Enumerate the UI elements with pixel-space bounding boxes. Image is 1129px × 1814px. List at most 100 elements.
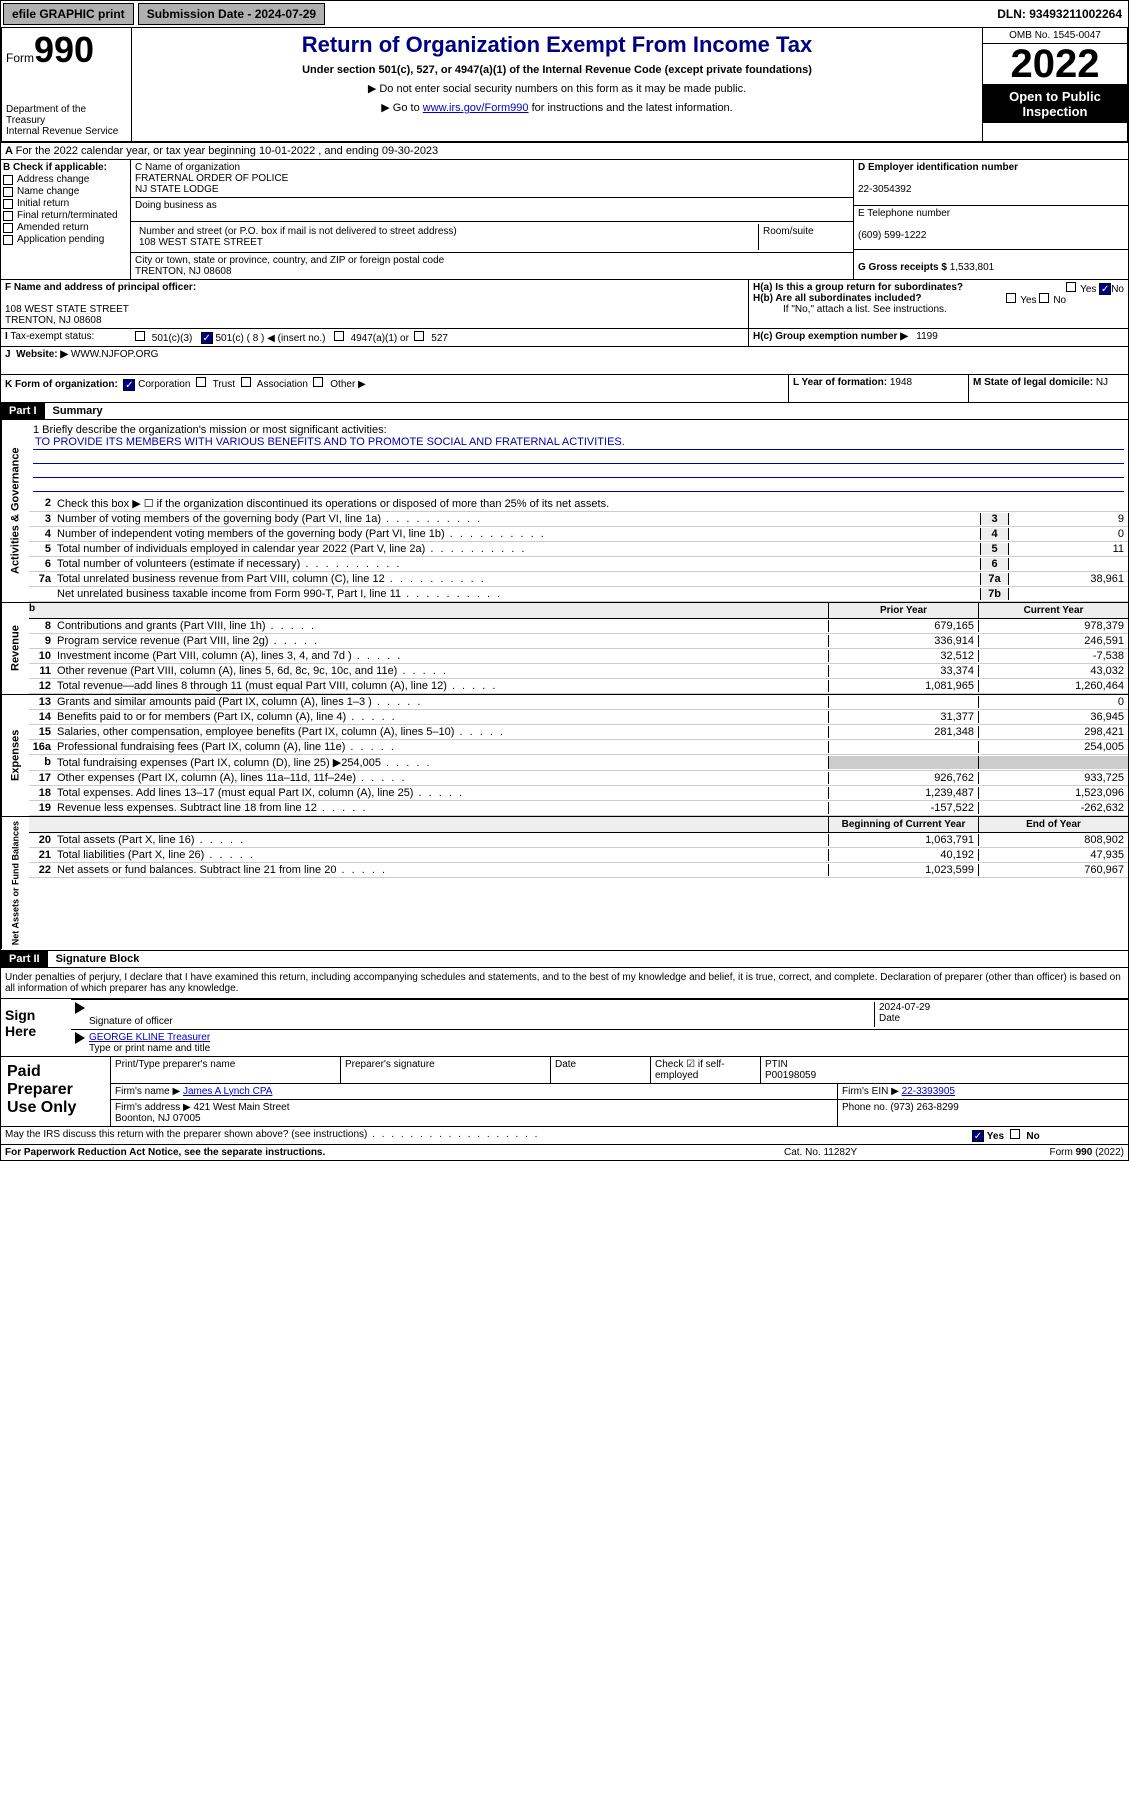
curr-val: 246,591	[978, 635, 1128, 647]
line-text: Salaries, other compensation, employee b…	[57, 726, 828, 738]
hb-label: H(b) Are all subordinates included?	[753, 293, 922, 304]
mission-text: TO PROVIDE ITS MEMBERS WITH VARIOUS BENE…	[33, 436, 1124, 450]
gov-line-text: Net unrelated business taxable income fr…	[57, 588, 980, 600]
blank-header: b	[29, 603, 828, 618]
dln: DLN: 93493211002264	[997, 7, 1128, 21]
chk-assoc[interactable]	[241, 377, 251, 387]
chk-amended[interactable]	[3, 223, 13, 233]
line-text: Net assets or fund balances. Subtract li…	[57, 864, 828, 876]
prior-val	[828, 756, 978, 769]
curr-val: 933,725	[978, 772, 1128, 784]
hb-note: If "No," attach a list. See instructions…	[753, 304, 1124, 315]
firm-phone-label: Phone no.	[842, 1102, 888, 1113]
prior-val: 1,063,791	[828, 834, 978, 846]
telephone: (609) 599-1222	[858, 230, 926, 241]
gov-line-val	[1008, 588, 1128, 600]
chk-trust[interactable]	[196, 377, 206, 387]
chk-may-yes[interactable]	[972, 1130, 984, 1142]
prior-val: 1,081,965	[828, 680, 978, 692]
chk-other[interactable]	[313, 377, 323, 387]
line-text: Total fundraising expenses (Part IX, col…	[57, 756, 828, 769]
prior-val: 33,374	[828, 665, 978, 677]
chk-final-return[interactable]	[3, 211, 13, 221]
gov-line-text: Total number of volunteers (estimate if …	[57, 558, 980, 570]
gov-line-num: 5	[980, 543, 1008, 555]
curr-val: -262,632	[978, 802, 1128, 814]
city-state-zip: TRENTON, NJ 08608	[135, 266, 232, 277]
curr-val	[978, 756, 1128, 769]
officer-address: 108 WEST STATE STREET TRENTON, NJ 08608	[5, 304, 129, 326]
part2-title: Signature Block	[48, 951, 148, 967]
year-formation: 1948	[890, 377, 912, 388]
curr-val: 298,421	[978, 726, 1128, 738]
gov-line-num: 7b	[980, 588, 1008, 600]
arrow-icon	[75, 1032, 85, 1044]
group-exemption: 1199	[916, 331, 938, 342]
sig-date-label: Date	[879, 1013, 900, 1024]
prep-name-label: Print/Type preparer's name	[111, 1057, 341, 1083]
arrow-icon	[75, 1002, 85, 1014]
prior-val	[828, 696, 978, 708]
sign-here-label: Sign Here	[1, 999, 71, 1056]
j-label: Website: ▶	[16, 349, 68, 360]
gross-receipts: 1,533,801	[950, 262, 995, 273]
tax-year: 2022	[983, 44, 1127, 85]
line-text: Professional fundraising fees (Part IX, …	[57, 741, 828, 753]
paid-preparer-label: Paid Preparer Use Only	[1, 1057, 111, 1126]
form-note2: ▶ Go to www.irs.gov/Form990 for instruct…	[136, 101, 978, 114]
line-text: Grants and similar amounts paid (Part IX…	[57, 696, 828, 708]
gov-line-num: 7a	[980, 573, 1008, 585]
m-label: M State of legal domicile:	[973, 377, 1093, 388]
sig-declaration: Under penalties of perjury, I declare th…	[1, 968, 1128, 998]
efile-print-button[interactable]: efile GRAPHIC print	[3, 3, 134, 25]
irs-link[interactable]: www.irs.gov/Form990	[423, 102, 529, 114]
ptin-value: P00198059	[765, 1070, 816, 1081]
chk-initial-return[interactable]	[3, 199, 13, 209]
chk-4947[interactable]	[334, 331, 344, 341]
prep-sig-label: Preparer's signature	[341, 1057, 551, 1083]
chk-app-pending[interactable]	[3, 235, 13, 245]
org-name: FRATERNAL ORDER OF POLICE NJ STATE LODGE	[135, 173, 288, 195]
line-text: Other revenue (Part VIII, column (A), li…	[57, 665, 828, 677]
chk-501c3[interactable]	[135, 331, 145, 341]
chk-ha-no[interactable]	[1099, 283, 1111, 295]
e-label: E Telephone number	[858, 208, 950, 219]
addr-label: Number and street (or P.O. box if mail i…	[139, 226, 457, 237]
dba-label: Doing business as	[135, 200, 217, 211]
vlabel-governance: Activities & Governance	[1, 420, 29, 602]
chk-527[interactable]	[414, 331, 424, 341]
curr-val: 47,935	[978, 849, 1128, 861]
part1-label: Part I	[1, 403, 45, 419]
chk-may-no[interactable]	[1010, 1129, 1020, 1139]
sig-date: 2024-07-29	[879, 1002, 930, 1013]
prior-val: -157,522	[828, 802, 978, 814]
gov-line-val: 0	[1008, 528, 1128, 540]
line2: Check this box ▶ ☐ if the organization d…	[57, 497, 1128, 510]
chk-hb-no[interactable]	[1039, 293, 1049, 303]
prior-val: 281,348	[828, 726, 978, 738]
chk-address-change[interactable]	[3, 175, 13, 185]
curr-val: 43,032	[978, 665, 1128, 677]
line-text: Total expenses. Add lines 13–17 (must eq…	[57, 787, 828, 799]
chk-name-change[interactable]	[3, 187, 13, 197]
gov-line-text: Number of independent voting members of …	[57, 528, 980, 540]
form-number: 990	[34, 29, 94, 70]
chk-hb-yes[interactable]	[1006, 293, 1016, 303]
chk-501c[interactable]	[201, 332, 213, 344]
vlabel-expenses: Expenses	[1, 695, 29, 816]
prior-val: 40,192	[828, 849, 978, 861]
chk-ha-yes[interactable]	[1066, 282, 1076, 292]
firm-ein-link[interactable]: 22-3393905	[902, 1086, 955, 1097]
gov-line-val: 38,961	[1008, 573, 1128, 585]
prior-val: 31,377	[828, 711, 978, 723]
line-text: Benefits paid to or for members (Part IX…	[57, 711, 828, 723]
chk-corp[interactable]	[123, 379, 135, 391]
firm-addr-label: Firm's address ▶	[115, 1102, 191, 1113]
state-domicile: NJ	[1096, 377, 1108, 388]
submission-date: Submission Date - 2024-07-29	[138, 3, 325, 25]
section-b-grid: B Check if applicable: Address change Na…	[0, 160, 1129, 280]
part2-label: Part II	[1, 951, 48, 967]
form-footer: Form 990 (2022)	[984, 1147, 1124, 1158]
firm-name-link[interactable]: James A Lynch CPA	[183, 1086, 273, 1097]
officer-name[interactable]: GEORGE KLINE Treasurer	[89, 1032, 210, 1043]
